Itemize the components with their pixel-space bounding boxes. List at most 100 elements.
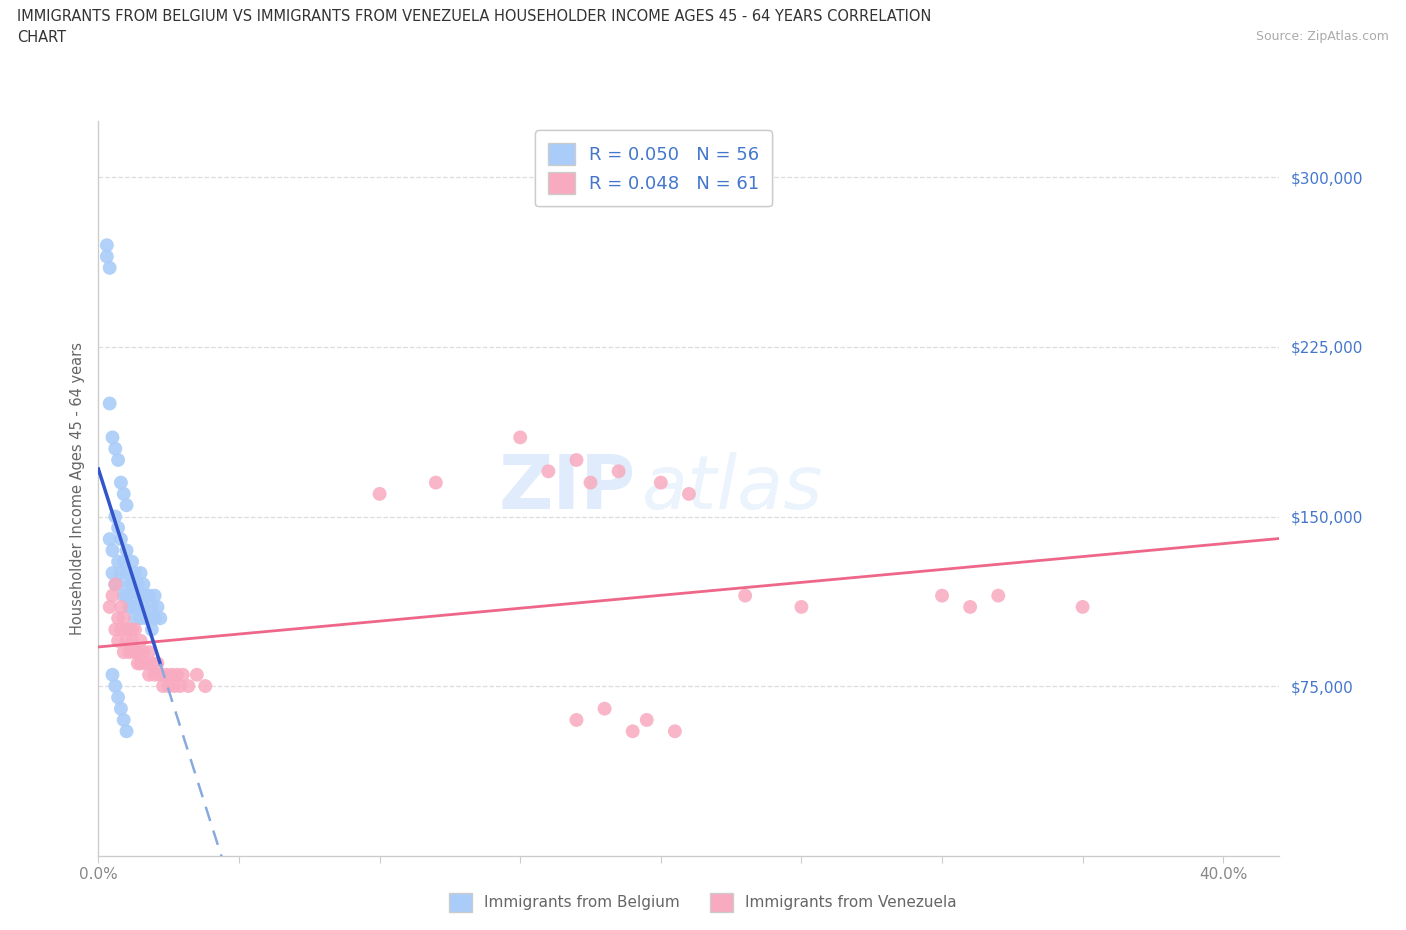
- Point: [141, 656, 163, 671]
- Point: [121, 622, 143, 637]
- Point: [101, 430, 124, 445]
- Point: [115, 622, 138, 637]
- Point: [177, 679, 200, 694]
- Point: [121, 600, 143, 615]
- Point: [129, 565, 152, 580]
- Point: [107, 577, 129, 591]
- Point: [129, 656, 152, 671]
- Point: [127, 656, 149, 671]
- Point: [368, 486, 391, 501]
- Point: [112, 611, 135, 626]
- Text: atlas: atlas: [641, 452, 823, 525]
- Point: [107, 633, 129, 648]
- Point: [124, 622, 146, 637]
- Point: [149, 668, 172, 683]
- Point: [579, 475, 602, 490]
- Point: [104, 577, 127, 591]
- Point: [121, 633, 143, 648]
- Point: [98, 396, 121, 411]
- Point: [112, 588, 135, 603]
- Point: [115, 498, 138, 512]
- Point: [135, 588, 157, 603]
- Point: [110, 565, 132, 580]
- Point: [96, 238, 118, 253]
- Point: [172, 668, 194, 683]
- Point: [101, 588, 124, 603]
- Point: [149, 611, 172, 626]
- Point: [129, 588, 152, 603]
- Point: [143, 611, 166, 626]
- Point: [146, 656, 169, 671]
- Point: [124, 588, 146, 603]
- Point: [959, 600, 981, 615]
- Point: [121, 577, 143, 591]
- Point: [127, 577, 149, 591]
- Point: [146, 600, 169, 615]
- Point: [157, 679, 180, 694]
- Point: [565, 712, 588, 727]
- Point: [104, 679, 127, 694]
- Point: [115, 565, 138, 580]
- Point: [565, 453, 588, 468]
- Point: [138, 588, 160, 603]
- Point: [186, 668, 208, 683]
- Point: [115, 633, 138, 648]
- Text: IMMIGRANTS FROM BELGIUM VS IMMIGRANTS FROM VENEZUELA HOUSEHOLDER INCOME AGES 45 : IMMIGRANTS FROM BELGIUM VS IMMIGRANTS FR…: [17, 9, 931, 24]
- Point: [135, 611, 157, 626]
- Point: [163, 679, 186, 694]
- Point: [135, 656, 157, 671]
- Point: [124, 644, 146, 659]
- Point: [734, 588, 756, 603]
- Point: [107, 554, 129, 569]
- Point: [194, 679, 217, 694]
- Point: [118, 644, 141, 659]
- Legend: Immigrants from Belgium, Immigrants from Venezuela: Immigrants from Belgium, Immigrants from…: [443, 887, 963, 918]
- Legend: R = 0.050   N = 56, R = 0.048   N = 61: R = 0.050 N = 56, R = 0.048 N = 61: [536, 130, 772, 206]
- Point: [115, 543, 138, 558]
- Point: [112, 554, 135, 569]
- Point: [129, 611, 152, 626]
- Point: [931, 588, 953, 603]
- Point: [152, 679, 174, 694]
- Point: [107, 690, 129, 705]
- Point: [115, 724, 138, 738]
- Point: [141, 600, 163, 615]
- Point: [118, 577, 141, 591]
- Point: [98, 532, 121, 547]
- Point: [98, 260, 121, 275]
- Point: [138, 611, 160, 626]
- Point: [127, 644, 149, 659]
- Point: [138, 668, 160, 683]
- Point: [537, 464, 560, 479]
- Text: ZIP: ZIP: [499, 452, 636, 525]
- Point: [143, 588, 166, 603]
- Point: [509, 430, 531, 445]
- Point: [987, 588, 1010, 603]
- Point: [110, 701, 132, 716]
- Point: [112, 486, 135, 501]
- Point: [107, 611, 129, 626]
- Point: [110, 475, 132, 490]
- Point: [107, 453, 129, 468]
- Point: [101, 668, 124, 683]
- Point: [107, 521, 129, 536]
- Point: [143, 668, 166, 683]
- Point: [129, 633, 152, 648]
- Point: [110, 622, 132, 637]
- Point: [112, 644, 135, 659]
- Point: [98, 600, 121, 615]
- Point: [127, 600, 149, 615]
- Point: [124, 611, 146, 626]
- Point: [112, 712, 135, 727]
- Point: [124, 565, 146, 580]
- Point: [115, 588, 138, 603]
- Point: [166, 668, 188, 683]
- Y-axis label: Householder Income Ages 45 - 64 years: Householder Income Ages 45 - 64 years: [69, 341, 84, 635]
- Point: [678, 486, 700, 501]
- Point: [132, 644, 155, 659]
- Point: [101, 543, 124, 558]
- Point: [155, 668, 177, 683]
- Point: [138, 644, 160, 659]
- Point: [425, 475, 447, 490]
- Point: [104, 577, 127, 591]
